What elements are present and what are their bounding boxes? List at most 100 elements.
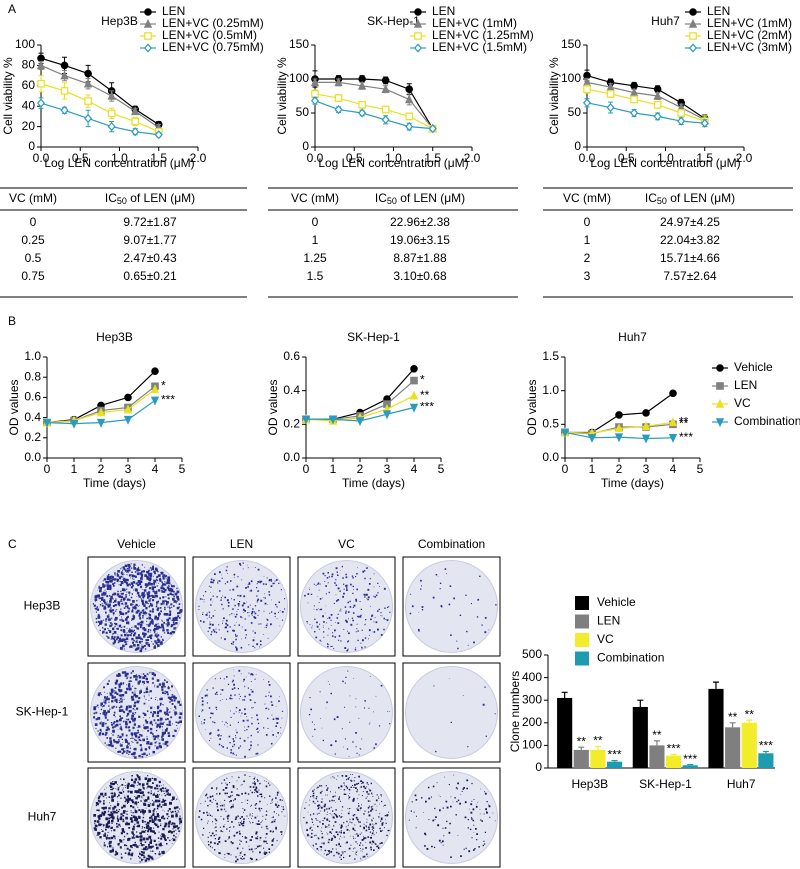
marker	[124, 393, 132, 402]
marker	[107, 90, 116, 100]
marker	[414, 43, 422, 53]
colonies	[198, 562, 286, 651]
table-cell: 1	[584, 233, 591, 247]
significance: **	[728, 710, 738, 724]
significance: **	[745, 707, 755, 721]
x-tick-label: 5	[438, 462, 445, 476]
marker	[84, 97, 92, 105]
marker	[615, 411, 623, 419]
bar	[741, 722, 757, 768]
marker	[689, 32, 697, 40]
x-tick-label: 0.5	[618, 151, 635, 165]
row-label: Hep3B	[24, 599, 61, 613]
table-cell: 2	[584, 251, 591, 265]
y-tick-label: 0.6	[24, 390, 41, 404]
table-cell: 0.25	[21, 233, 45, 247]
significance: ***	[420, 400, 434, 414]
table-cell: 0	[584, 215, 591, 229]
marker	[413, 18, 423, 28]
marker	[606, 102, 615, 113]
chart-title: Hep3B	[96, 330, 133, 344]
x-tick-label: 5	[179, 462, 186, 476]
table-cell: 7.57±2.64	[663, 269, 717, 283]
bar	[649, 745, 665, 768]
column-label: Combination	[418, 537, 485, 551]
marker	[131, 117, 140, 126]
marker	[410, 364, 418, 373]
x-tick-label: 1.0	[385, 151, 402, 165]
x-axis-label: Log LEN concentration (μM)	[44, 156, 194, 170]
colonies	[92, 563, 183, 653]
marker	[37, 98, 45, 108]
x-axis-label: Log LEN concentration (μM)	[318, 156, 468, 170]
marker	[614, 433, 624, 443]
x-tick-label: 1	[71, 462, 78, 476]
marker	[414, 8, 422, 16]
chart-title: SK-Hep-1	[367, 14, 420, 28]
marker	[668, 434, 678, 443]
chart-title: Huh7	[618, 330, 647, 344]
x-tick-label: 5	[697, 462, 704, 476]
marker	[96, 418, 106, 428]
legend-label: LEN+VC (0.75mM)	[162, 40, 264, 54]
marker	[409, 403, 419, 413]
y-tick-label: 100	[15, 37, 35, 51]
y-tick-label: 500	[522, 647, 542, 661]
y-tick-label: 1.0	[24, 349, 41, 363]
x-tick-label: 0	[562, 462, 569, 476]
marker	[689, 8, 697, 16]
x-tick-label: 2.0	[464, 151, 481, 165]
y-tick-label: 0.6	[283, 349, 300, 363]
marker	[715, 398, 725, 408]
legend-label: LEN	[162, 4, 185, 18]
header-part: 50	[387, 196, 397, 206]
table-header: IC50 of LEN (μM)	[105, 191, 195, 206]
marker	[606, 90, 615, 98]
marker	[328, 415, 338, 425]
chart-title: Hep3B	[101, 14, 138, 28]
significance: **	[679, 414, 689, 428]
x-tick-label: 1.0	[111, 151, 128, 165]
x-tick-label: 0.0	[307, 151, 324, 165]
marker	[144, 43, 152, 53]
significance: **	[420, 388, 430, 402]
legend-label: LEN	[734, 378, 757, 392]
marker	[653, 111, 662, 122]
series-line	[40, 64, 160, 129]
x-tick-label: Huh7	[727, 777, 756, 791]
y-tick-label: 20	[22, 119, 36, 133]
marker	[334, 104, 343, 115]
marker	[381, 115, 390, 125]
bar	[573, 749, 589, 768]
colonies	[303, 774, 390, 860]
marker	[358, 108, 367, 118]
y-tick-label: 100	[561, 71, 581, 85]
series-line	[586, 88, 705, 122]
table-cell: 1.5	[307, 269, 324, 283]
x-tick-label: 2.0	[190, 151, 207, 165]
series-line	[586, 75, 706, 119]
x-axis-label: Time (days)	[83, 476, 146, 490]
series-line	[314, 100, 433, 130]
significance: ***	[667, 742, 681, 756]
marker	[700, 118, 709, 128]
well	[195, 666, 288, 759]
header-part: 50	[657, 196, 667, 206]
marker	[151, 367, 159, 375]
table-cell: 0	[312, 215, 319, 229]
marker	[560, 428, 570, 438]
y-tick-label: 0.8	[24, 369, 41, 383]
marker	[428, 124, 437, 134]
legend-label: Combination	[734, 414, 800, 428]
x-axis-label: Time (days)	[601, 476, 664, 490]
y-tick-label: 150	[289, 37, 309, 51]
bar	[632, 706, 648, 768]
colonies	[93, 774, 182, 863]
y-axis-label: OD values	[525, 379, 539, 435]
marker	[715, 418, 725, 428]
x-tick-label: 4	[411, 462, 418, 476]
y-tick-label: 0.2	[283, 417, 300, 431]
panel-label: A	[8, 2, 16, 16]
legend-swatch	[575, 651, 589, 666]
error-bar	[712, 681, 719, 689]
